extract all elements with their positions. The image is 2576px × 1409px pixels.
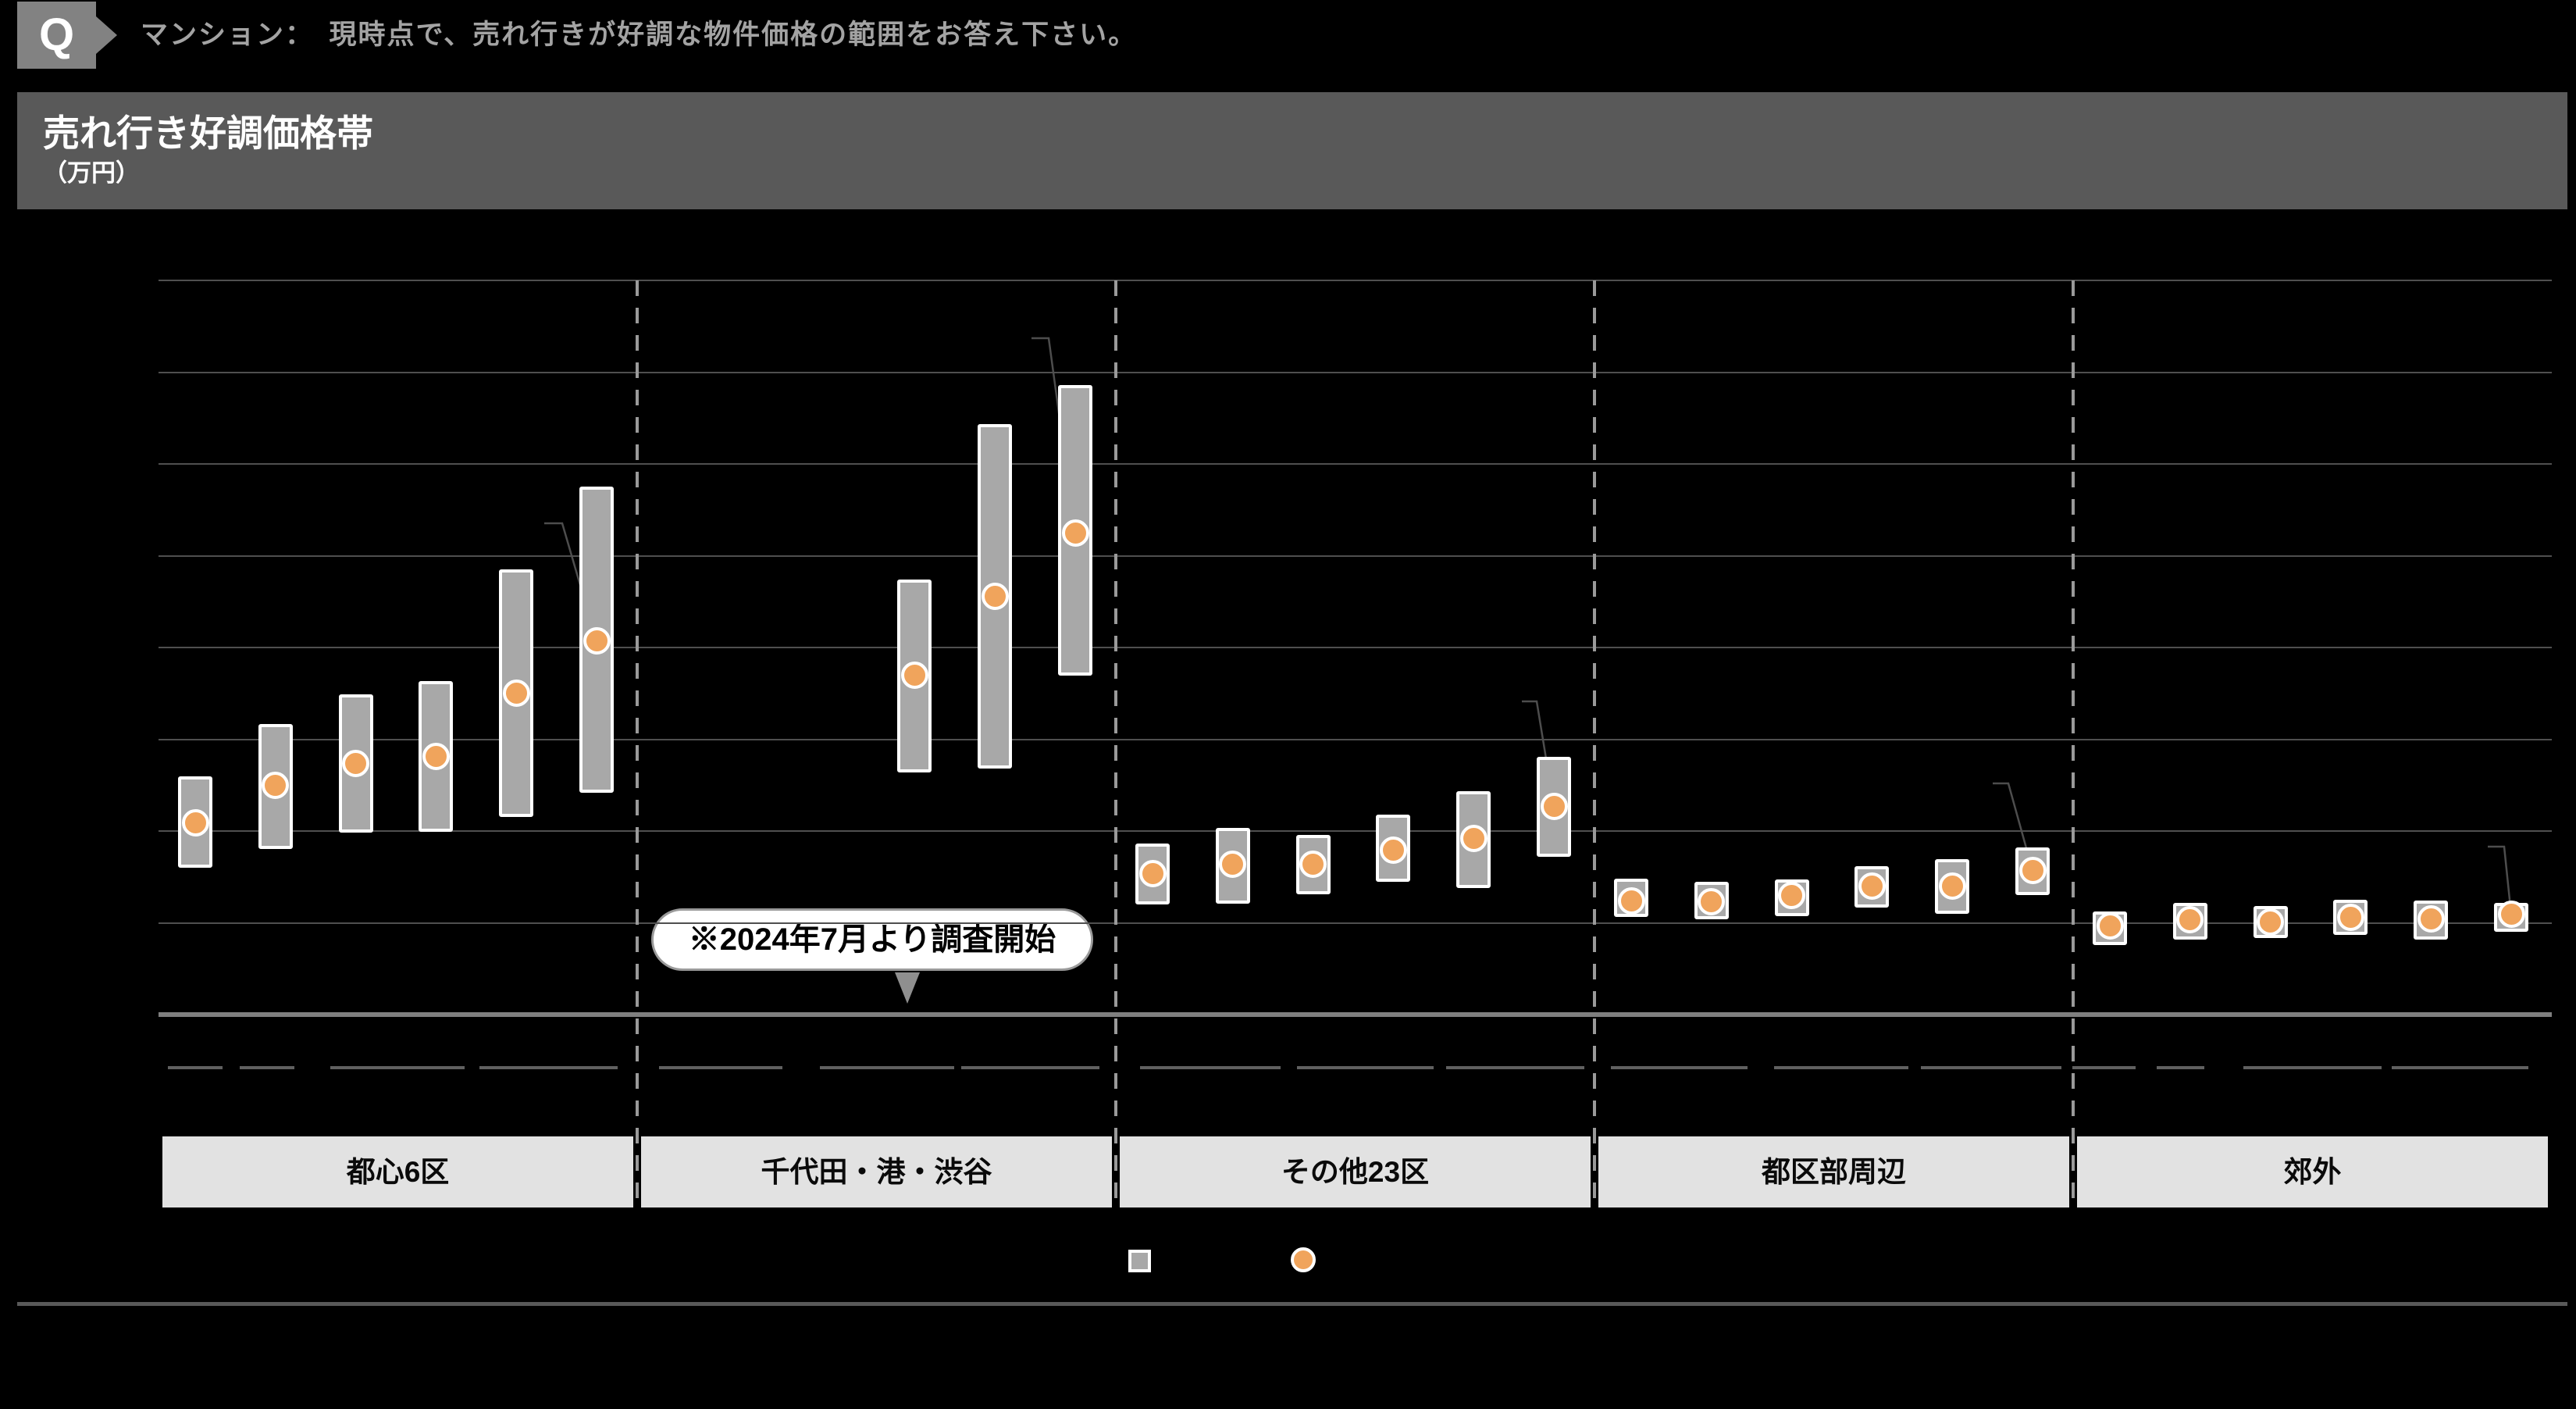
median-dot	[2018, 857, 2047, 885]
x-tick-label-dash	[2243, 1066, 2382, 1069]
x-tick-label-dash	[2157, 1066, 2204, 1069]
group-label-box: 都心6区	[162, 1136, 633, 1207]
gridline	[159, 647, 2552, 648]
median-dot	[583, 627, 611, 655]
median-dot	[1938, 872, 1966, 900]
x-tick-label-dash	[168, 1066, 223, 1069]
gridline	[159, 555, 2552, 557]
median-dot	[1540, 792, 1568, 820]
median-dot	[981, 582, 1009, 610]
x-tick-label-dash	[1297, 1066, 1434, 1069]
median-dot	[1138, 859, 1167, 887]
median-dot	[1698, 887, 1726, 915]
question-badge-arrow-icon	[96, 16, 117, 54]
x-tick-label-dash	[1611, 1066, 1748, 1069]
group-label: その他23区	[1281, 1156, 1430, 1188]
median-dot	[2336, 903, 2364, 931]
median-dot	[2096, 911, 2124, 940]
median-dot	[2497, 901, 2525, 929]
median-dot	[342, 749, 370, 777]
median-dot	[1617, 886, 1645, 915]
group-separator	[636, 280, 639, 1210]
question-text: マンション： 現時点で、売れ行きが好調な物件価格の範囲をお答え下さい。	[141, 20, 1138, 50]
median-dot	[422, 743, 450, 771]
group-label: 都心6区	[346, 1156, 450, 1188]
median-dot	[262, 771, 290, 799]
x-tick-label-dash	[1921, 1066, 2061, 1069]
gridline	[159, 830, 2552, 832]
x-tick-label-dash	[240, 1066, 294, 1069]
x-tick-label-dash	[1140, 1066, 1281, 1069]
chart-title: 売れ行き好調価格帯	[43, 112, 373, 154]
annotation-bubble: ※2024年7月より調査開始	[651, 908, 1093, 971]
x-axis-line	[159, 1012, 2552, 1017]
median-dot	[1061, 519, 1089, 547]
median-dot	[1379, 836, 1407, 865]
median-dot	[1858, 872, 1886, 900]
annotation-text: ※2024年7月より調査開始	[688, 922, 1056, 957]
x-tick-label-dash	[1774, 1066, 1908, 1069]
gridline	[159, 371, 2552, 373]
legend-median-marker	[1291, 1247, 1316, 1272]
x-tick-label-dash	[820, 1066, 954, 1069]
x-tick-label-dash	[2392, 1066, 2528, 1069]
chart-unit-label: （万円）	[43, 159, 140, 187]
group-label: 千代田・港・渋谷	[761, 1156, 992, 1188]
median-dot	[1459, 824, 1488, 852]
x-tick-label-dash	[2072, 1066, 2136, 1069]
x-tick-label-dash	[330, 1066, 465, 1069]
annotation-tail-icon	[895, 972, 920, 1004]
x-tick-label-dash	[479, 1066, 618, 1069]
chart-title-bar: 売れ行き好調価格帯 （万円）	[17, 92, 2567, 209]
legend-range-marker	[1128, 1250, 1151, 1272]
footer-divider	[17, 1302, 2567, 1306]
group-label: 郊外	[2283, 1156, 2342, 1188]
group-label-box: 郊外	[2077, 1136, 2548, 1207]
gridline	[159, 738, 2552, 740]
median-dot	[1299, 850, 1327, 878]
group-label-box: 都区部周辺	[1598, 1136, 2069, 1207]
x-tick-label-dash	[1446, 1066, 1584, 1069]
group-label-box: 千代田・港・渋谷	[641, 1136, 1112, 1207]
median-dot	[2257, 908, 2285, 936]
gridline	[159, 280, 2552, 281]
gridline	[159, 922, 2552, 924]
group-separator	[1593, 280, 1596, 1210]
median-dot	[1778, 881, 1806, 909]
median-dot	[1219, 850, 1247, 878]
question-badge: Q	[17, 2, 96, 69]
median-dot	[2176, 906, 2204, 934]
group-separator	[1114, 280, 1117, 1210]
group-label-box: その他23区	[1120, 1136, 1591, 1207]
median-dot	[181, 808, 209, 836]
group-label: 都区部周辺	[1762, 1156, 1906, 1188]
median-dot	[900, 661, 928, 689]
gridline	[159, 463, 2552, 465]
x-tick-label-dash	[659, 1066, 782, 1069]
x-tick-label-dash	[961, 1066, 1099, 1069]
group-separator	[2072, 280, 2075, 1210]
median-dot	[502, 680, 530, 708]
median-dot	[2417, 905, 2445, 933]
